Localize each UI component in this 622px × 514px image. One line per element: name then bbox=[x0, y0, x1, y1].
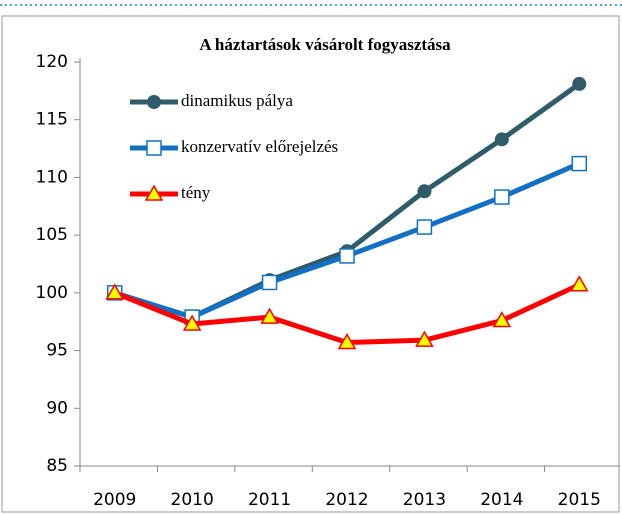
legend-marker bbox=[144, 184, 164, 201]
legend-marker bbox=[146, 140, 162, 156]
data-point bbox=[182, 314, 202, 331]
data-point bbox=[571, 155, 588, 172]
y-tick-label: 95 bbox=[46, 341, 68, 361]
data-point bbox=[492, 311, 512, 328]
data-point bbox=[260, 307, 279, 324]
y-tick-label: 120 bbox=[36, 52, 68, 72]
y-tick-label: 105 bbox=[36, 225, 68, 245]
x-tick-label: 2014 bbox=[480, 490, 523, 510]
y-tick-label: 85 bbox=[46, 456, 68, 476]
legend-label: dinamikus pálya bbox=[181, 91, 293, 110]
x-tick-label: 2009 bbox=[93, 490, 136, 510]
x-tick-label: 2015 bbox=[558, 490, 601, 510]
data-point bbox=[569, 275, 589, 292]
data-point bbox=[415, 330, 434, 347]
legend-label: konzervatív előrejelzés bbox=[181, 137, 338, 156]
x-tick-label: 2010 bbox=[171, 490, 214, 510]
y-tick-label: 100 bbox=[36, 283, 68, 303]
x-tick-label: 2013 bbox=[403, 490, 446, 510]
data-point bbox=[417, 184, 432, 199]
y-tick-label: 90 bbox=[46, 398, 68, 418]
data-point bbox=[416, 219, 433, 235]
y-tick-label: 115 bbox=[36, 110, 68, 130]
data-point bbox=[337, 332, 357, 350]
data-point bbox=[572, 76, 587, 91]
x-tick-label: 2012 bbox=[325, 490, 368, 510]
chart-title: A háztartások vásárolt fogyasztása bbox=[199, 35, 451, 54]
x-tick-label: 2011 bbox=[248, 490, 291, 510]
data-point bbox=[261, 274, 278, 291]
data-point bbox=[339, 248, 355, 264]
legend-marker bbox=[147, 95, 161, 109]
data-point bbox=[494, 189, 510, 205]
legend-label: tény bbox=[181, 183, 211, 202]
chart-frame bbox=[1, 15, 620, 513]
data-point bbox=[105, 283, 125, 300]
data-point bbox=[494, 132, 509, 147]
y-tick-label: 110 bbox=[36, 167, 68, 187]
